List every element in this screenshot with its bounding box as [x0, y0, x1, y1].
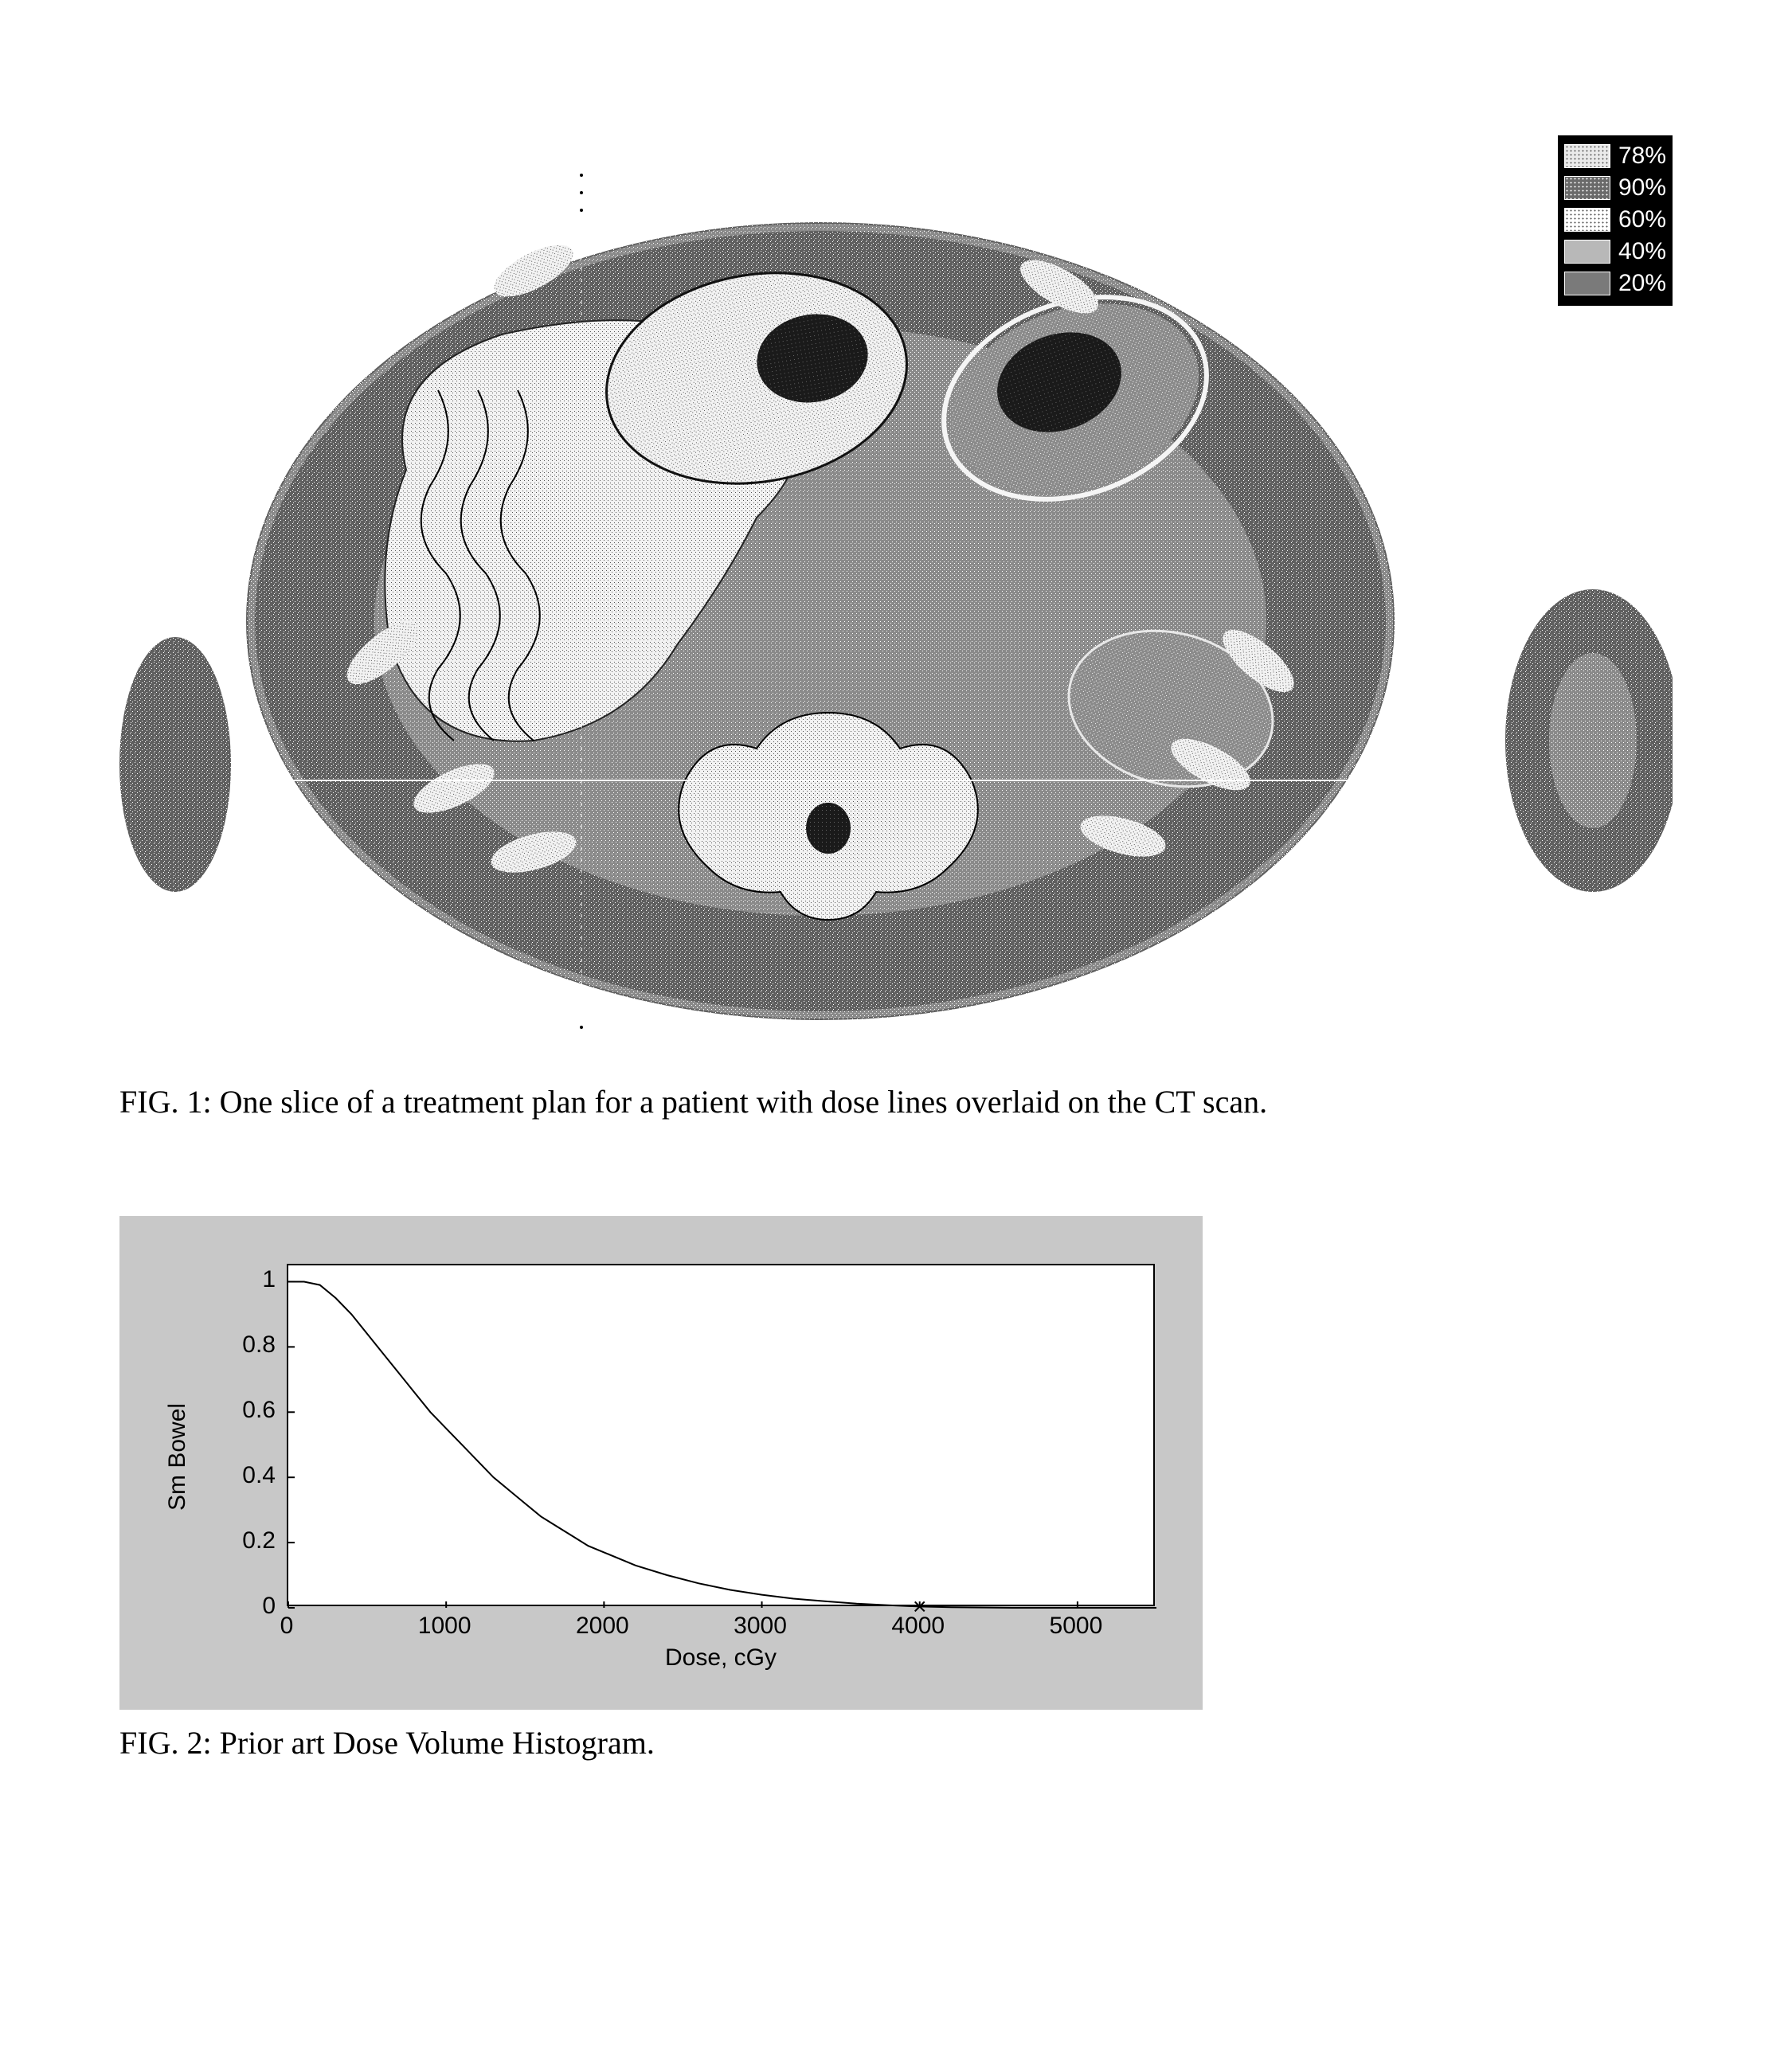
legend-swatch: [1564, 176, 1610, 200]
y-tick-label: 0: [262, 1594, 276, 1618]
legend-swatch: [1564, 208, 1610, 232]
legend-row: 20%: [1564, 268, 1666, 299]
legend-swatch: [1564, 240, 1610, 264]
x-tick-label: 0: [280, 1614, 294, 1638]
legend-row: 90%: [1564, 172, 1666, 204]
legend-label: 90%: [1618, 176, 1666, 200]
y-tick-label: 0.2: [242, 1529, 276, 1553]
legend-label: 20%: [1618, 272, 1666, 295]
y-tick-label: 0.4: [242, 1464, 276, 1488]
figure-2-dvh: Sm Bowel Dose, cGy 0 1000 2000 3000 4000 5000…: [119, 1216, 1203, 1710]
legend-row: 78%: [1564, 140, 1666, 172]
ct-scan-svg: [119, 135, 1673, 1051]
y-tick-label: 0.8: [242, 1333, 276, 1357]
legend-label: 78%: [1618, 144, 1666, 168]
legend-swatch: [1564, 272, 1610, 295]
legend-swatch: [1564, 144, 1610, 168]
x-tick-label: 1000: [418, 1614, 471, 1638]
figure-1-caption: FIG. 1: One slice of a treatment plan fo…: [119, 1083, 1673, 1120]
figure-1-ct-scan: 78% 90% 60% 40% 20%: [119, 135, 1673, 1051]
y-tick-label: 0.6: [242, 1398, 276, 1422]
x-tick-label: 3000: [734, 1614, 787, 1638]
page: 78% 90% 60% 40% 20% FIG. 1: One slice of a t…: [0, 0, 1792, 2045]
y-tick-label: 1: [262, 1268, 276, 1292]
dvh-line-svg: [288, 1265, 1156, 1608]
legend-label: 40%: [1618, 240, 1666, 264]
x-tick-label: 5000: [1050, 1614, 1103, 1638]
x-tick-label: 2000: [576, 1614, 629, 1638]
dvh-x-axis-label: Dose, cGy: [665, 1646, 777, 1670]
legend-row: 40%: [1564, 236, 1666, 268]
dose-legend: 78% 90% 60% 40% 20%: [1558, 135, 1673, 306]
dvh-y-axis-label: Sm Bowel: [166, 1403, 190, 1511]
figure-2-caption: FIG. 2: Prior art Dose Volume Histogram.: [119, 1724, 1673, 1762]
x-tick-label: 4000: [891, 1614, 945, 1638]
dvh-plot-area: [287, 1264, 1155, 1606]
legend-label: 60%: [1618, 208, 1666, 232]
legend-row: 60%: [1564, 204, 1666, 236]
